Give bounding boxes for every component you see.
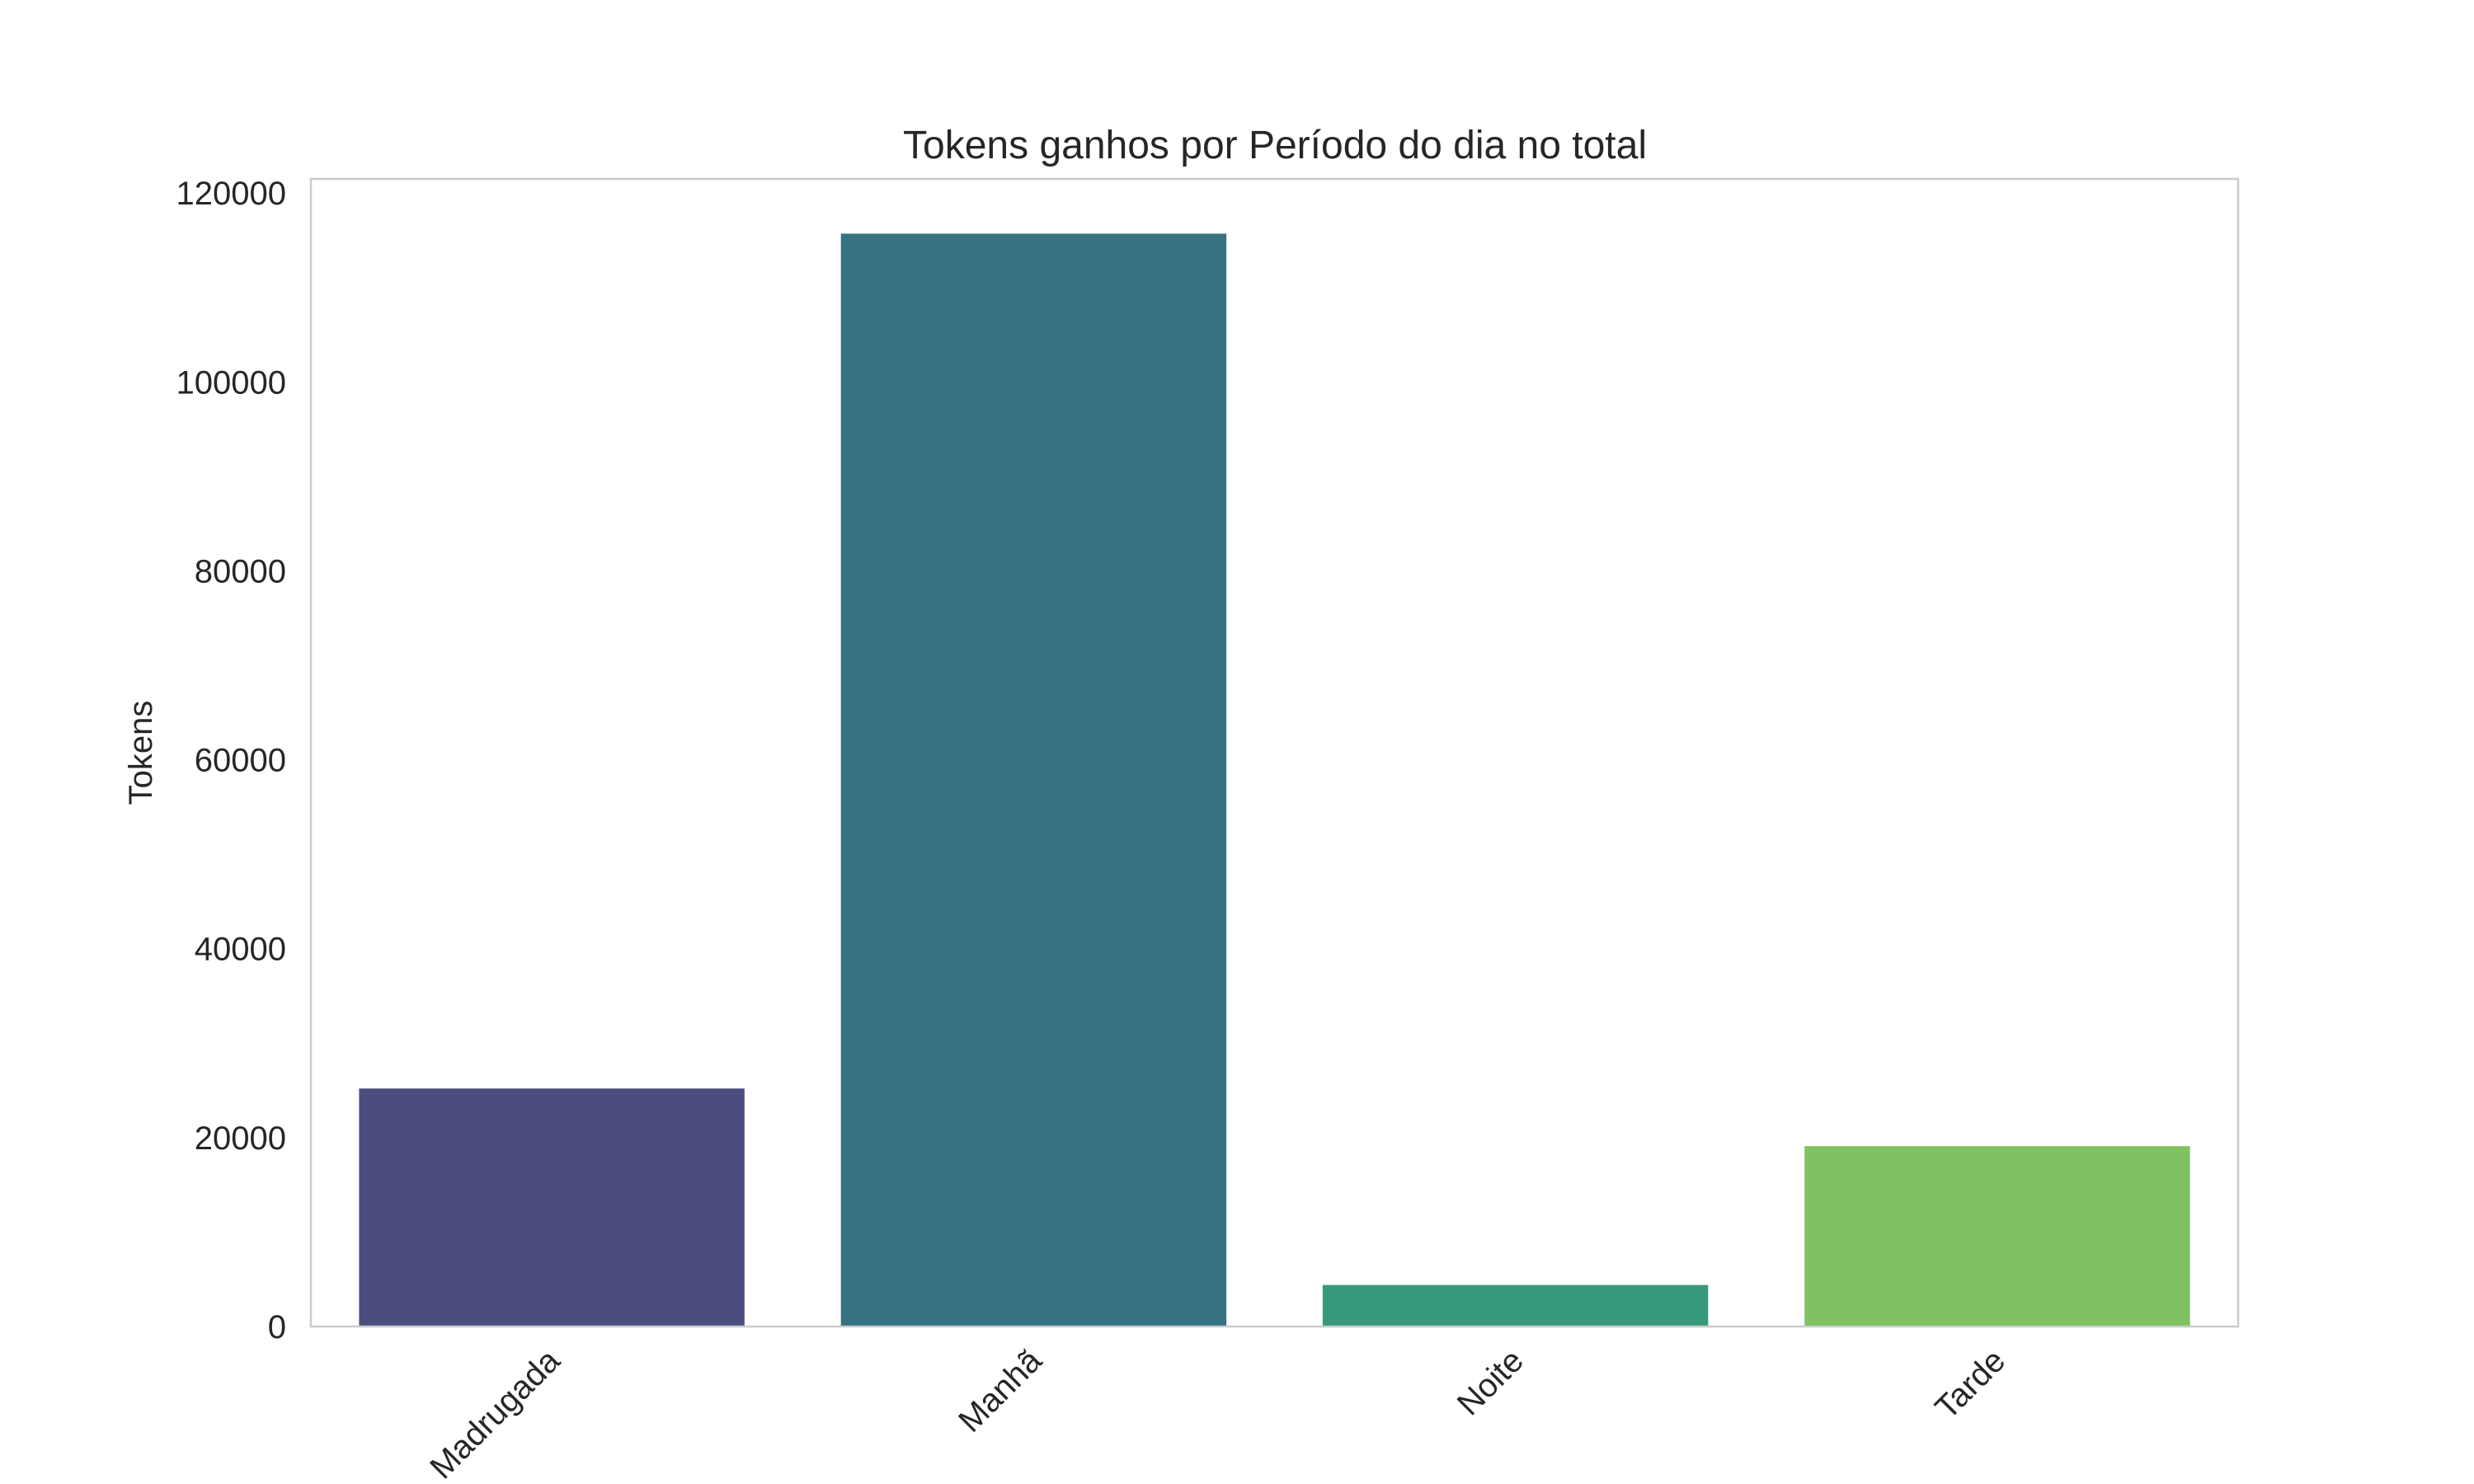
bar-1 [359, 1088, 745, 1327]
bar-4 [1804, 1146, 2190, 1327]
bar-2 [840, 233, 1227, 1327]
plot-frame [309, 177, 2240, 1328]
y-tick-label: 60000 [195, 743, 286, 779]
y-tick-label: 100000 [176, 364, 286, 401]
chart-title: Tokens ganhos por Período do dia no tota… [903, 124, 1647, 167]
bars-group [359, 233, 2190, 1327]
y-tick-label: 80000 [195, 554, 286, 590]
y-tick-label: 40000 [195, 932, 286, 968]
bar-3 [1322, 1284, 1709, 1327]
y-tick-label: 120000 [176, 176, 286, 212]
y-axis-ticks: 0 20000 40000 60000 80000 100000 120000 [176, 176, 286, 1345]
y-tick-label: 0 [268, 1309, 286, 1345]
y-axis-label: Tokens [123, 701, 159, 805]
y-tick-label: 20000 [195, 1120, 286, 1157]
